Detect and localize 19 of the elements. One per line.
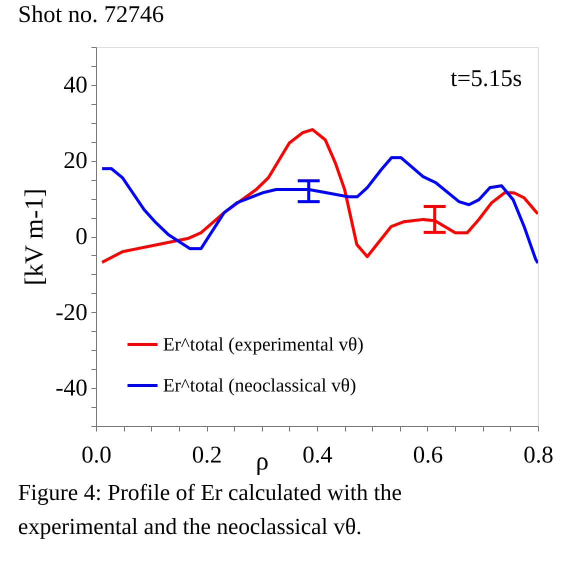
x-tick-label: 0.8 — [524, 442, 554, 468]
y-tick-label: -40 — [56, 376, 88, 402]
x-axis-title: ρ — [256, 446, 269, 476]
y-tick-label: 20 — [64, 148, 88, 174]
y-tick-label: 40 — [64, 72, 88, 98]
annotation: t=5.15s — [450, 66, 522, 92]
y-axis-title: [kV m-1] — [20, 188, 49, 286]
caption: Figure 4: Profile of Er calculated with the experimental and the neoclassical vθ. — [18, 480, 402, 539]
x-tick-label: 0.0 — [82, 442, 112, 468]
x-tick-label: 0.4 — [302, 442, 332, 468]
legend-label: Er^total (neoclassical vθ) — [163, 376, 356, 396]
y-tick-label: 0 — [76, 224, 88, 250]
x-tick-label: 0.2 — [192, 442, 222, 468]
legend-label: Er^total (experimental vθ) — [163, 334, 364, 356]
y-tick-label: -20 — [56, 300, 88, 326]
line-series — [100, 128, 538, 264]
line-series — [100, 156, 538, 265]
chart-title: Shot no. 72746 — [18, 2, 164, 28]
x-tick-label: 0.6 — [413, 442, 443, 468]
